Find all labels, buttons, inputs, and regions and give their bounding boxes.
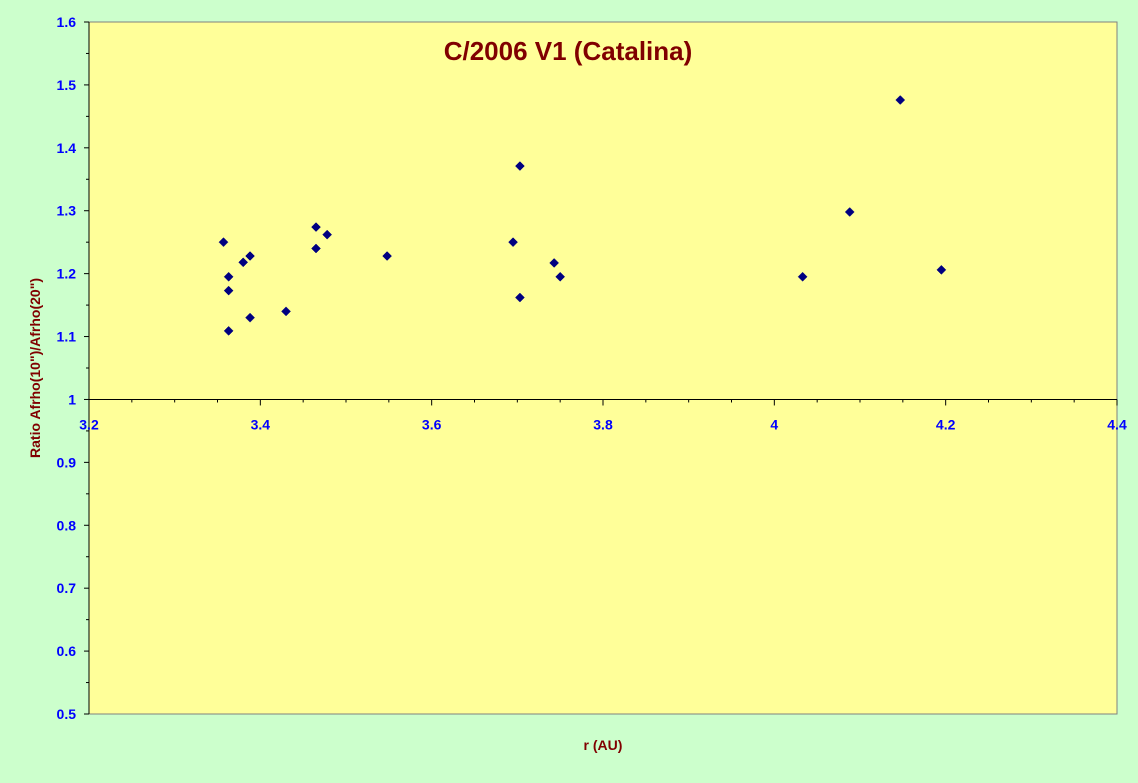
data-point: [508, 237, 518, 248]
y-tick-label: 0.8: [57, 517, 77, 533]
data-point: [382, 251, 392, 261]
x-tick-label: 4.2: [936, 416, 956, 432]
data-point: [555, 271, 566, 282]
plot-area: [88, 21, 1118, 715]
x-tick-label: 3.4: [251, 416, 271, 432]
data-point: [223, 271, 234, 282]
data-point: [797, 271, 808, 282]
y-tick-label: 0.7: [57, 580, 77, 596]
x-tick-label: 3.2: [79, 416, 99, 432]
y-tick-label: 1.2: [57, 266, 77, 282]
data-point: [311, 222, 321, 232]
data-point: [245, 251, 255, 261]
y-tick-label: 1.5: [57, 77, 77, 93]
data-point: [844, 207, 855, 217]
y-tick-label: 1: [68, 391, 76, 407]
data-point: [218, 237, 229, 248]
y-tick-label: 1.6: [57, 14, 77, 30]
chart-title: C/2006 V1 (Catalina): [444, 36, 693, 66]
y-tick-label: 0.5: [57, 706, 77, 722]
data-point: [281, 306, 291, 317]
y-tick-label: 1.1: [57, 329, 77, 345]
x-tick-label: 3.8: [593, 416, 613, 432]
data-point: [322, 229, 333, 240]
y-axis-label: Ratio Afrho(10")/Afrho(20"): [27, 278, 43, 458]
data-point: [895, 95, 906, 105]
y-tick-label: 0.9: [57, 454, 77, 470]
data-point: [223, 285, 234, 296]
data-point: [311, 243, 321, 254]
x-axis-label: r (AU): [584, 737, 623, 753]
y-tick-label: 0.6: [57, 643, 77, 659]
data-point: [549, 258, 560, 268]
data-point: [515, 292, 525, 303]
y-tick-label: 1.4: [57, 140, 77, 156]
data-point: [245, 312, 255, 323]
data-point: [238, 257, 249, 268]
x-tick-label: 4.4: [1107, 416, 1127, 432]
x-tick-label: 4: [770, 416, 778, 432]
x-tick-label: 3.6: [422, 416, 442, 432]
y-tick-label: 1.3: [57, 203, 77, 219]
data-point: [223, 326, 234, 336]
data-point: [515, 161, 525, 171]
data-point: [936, 265, 947, 275]
